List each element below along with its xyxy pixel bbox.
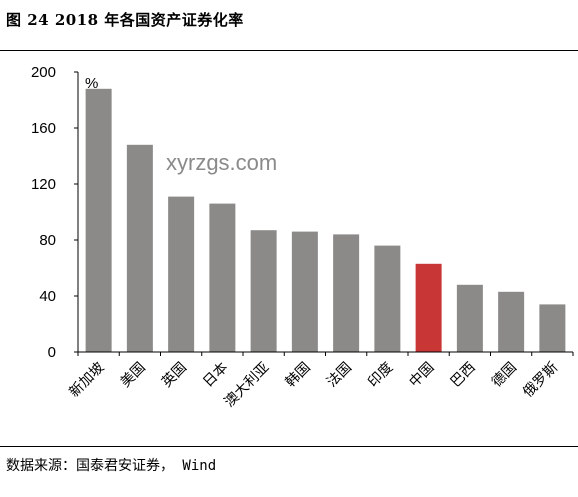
bar-9 [415, 263, 442, 352]
x-category-label-12: 俄罗斯 [520, 360, 561, 401]
bottom-rule [0, 446, 578, 447]
y-tick-label-80: 80 [39, 232, 56, 249]
y-unit-label: % [85, 75, 98, 92]
bar-12 [539, 304, 566, 352]
top-rule [0, 50, 578, 51]
x-category-label-3: 英国 [158, 359, 190, 391]
bar-8 [374, 245, 401, 352]
x-category-label-7: 法国 [324, 360, 355, 391]
y-tick-label-120: 120 [31, 176, 56, 193]
x-category-label-4: 日本 [200, 360, 231, 391]
figure-title: 图 24 2018 年各国资产证券化率 [6, 11, 244, 29]
y-tick-label-40: 40 [39, 288, 56, 305]
x-category-label-11: 德国 [489, 360, 520, 391]
bar-11 [498, 291, 525, 352]
x-category-label-10: 巴西 [448, 360, 479, 391]
bar-3 [168, 196, 195, 352]
source-note: 数据来源：国泰君安证券， Wind [6, 458, 217, 474]
x-category-label-6: 韩国 [283, 360, 314, 391]
y-tick-label-160: 160 [31, 120, 56, 137]
bar-1 [85, 88, 112, 353]
x-category-label-1: 新加坡 [66, 360, 107, 401]
bar-4 [209, 203, 236, 352]
x-category-label-2: 美国 [118, 360, 149, 391]
x-category-label-8: 印度 [365, 360, 396, 391]
watermark-text: xyrzgs.com [166, 150, 278, 175]
bar-2 [126, 144, 153, 352]
bar-5 [250, 230, 277, 352]
bar-6 [291, 231, 318, 352]
y-tick-label-200: 200 [31, 64, 56, 81]
x-category-label-9: 中国 [406, 360, 437, 391]
x-category-label-5: 澳大利亚 [222, 360, 273, 411]
bar-10 [456, 284, 483, 352]
bar-7 [333, 234, 360, 352]
y-tick-label-0: 0 [48, 344, 56, 361]
bar-chart: 0 40 80 120 160 200 新加坡 美国 英国 日本澳大利亚 韩国 法国 印度 中国 巴西 德国俄… [31, 64, 574, 411]
